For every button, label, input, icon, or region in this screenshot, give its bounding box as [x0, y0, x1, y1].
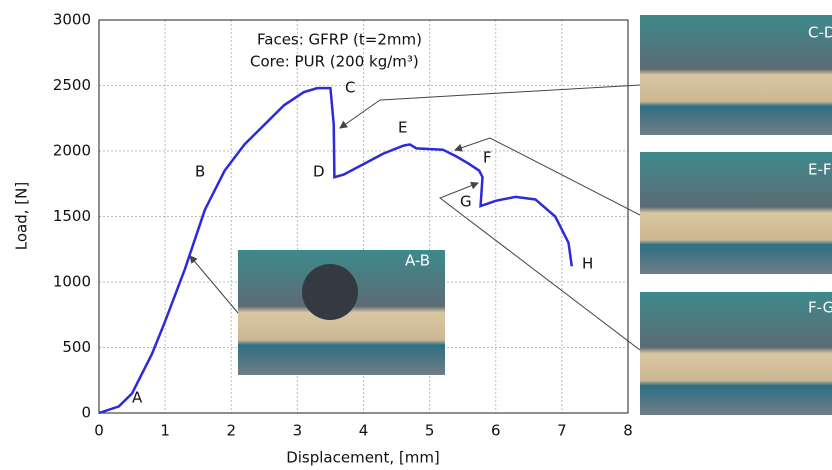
- x-tick-label: 3: [293, 422, 303, 440]
- y-tick-label: 0: [81, 404, 91, 422]
- x-axis-label: Displacement, [mm]: [286, 449, 440, 467]
- photo-label: F-G: [808, 299, 832, 317]
- chart: Faces: GFRP (t=2mm) Core: PUR (200 kg/m³…: [0, 0, 832, 470]
- point-label: H: [582, 255, 593, 273]
- y-tick-label: 1000: [53, 273, 91, 291]
- photo-label: A-B: [405, 252, 430, 270]
- pointer: [340, 100, 380, 128]
- loading-nose: [302, 264, 358, 320]
- y-tick-label: 3000: [53, 11, 91, 29]
- point-label: E: [398, 119, 407, 137]
- y-tick-label: 1500: [53, 207, 91, 225]
- x-tick-label: 2: [226, 422, 236, 440]
- page: Faces: GFRP (t=2mm) Core: PUR (200 kg/m³…: [0, 0, 832, 470]
- x-tick-label: 7: [557, 422, 567, 440]
- point-label: F: [483, 149, 492, 167]
- photo: [640, 292, 832, 415]
- y-tick-label: 2500: [53, 76, 91, 94]
- x-tick-label: 0: [94, 422, 104, 440]
- point-label: B: [195, 163, 205, 181]
- y-tick-label: 500: [62, 338, 91, 356]
- photo: [640, 152, 832, 274]
- annotation: Faces: GFRP (t=2mm): [257, 31, 422, 49]
- x-tick-label: 6: [491, 422, 501, 440]
- x-tick-label: 8: [623, 422, 633, 440]
- annotation: Core: PUR (200 kg/m³): [250, 53, 419, 71]
- photo-label: C-D: [808, 24, 832, 42]
- x-tick-label: 5: [425, 422, 435, 440]
- point-label: A: [132, 389, 143, 407]
- photo: [640, 15, 832, 135]
- pointer: [380, 85, 640, 100]
- y-axis-label: Load, [N]: [13, 182, 31, 250]
- x-tick-label: 4: [359, 422, 369, 440]
- point-label: D: [313, 163, 325, 181]
- y-tick-label: 2000: [53, 142, 91, 160]
- photo-label: E-F: [808, 161, 832, 179]
- point-label: G: [460, 193, 472, 211]
- x-tick-label: 1: [160, 422, 170, 440]
- point-label: C: [345, 79, 355, 97]
